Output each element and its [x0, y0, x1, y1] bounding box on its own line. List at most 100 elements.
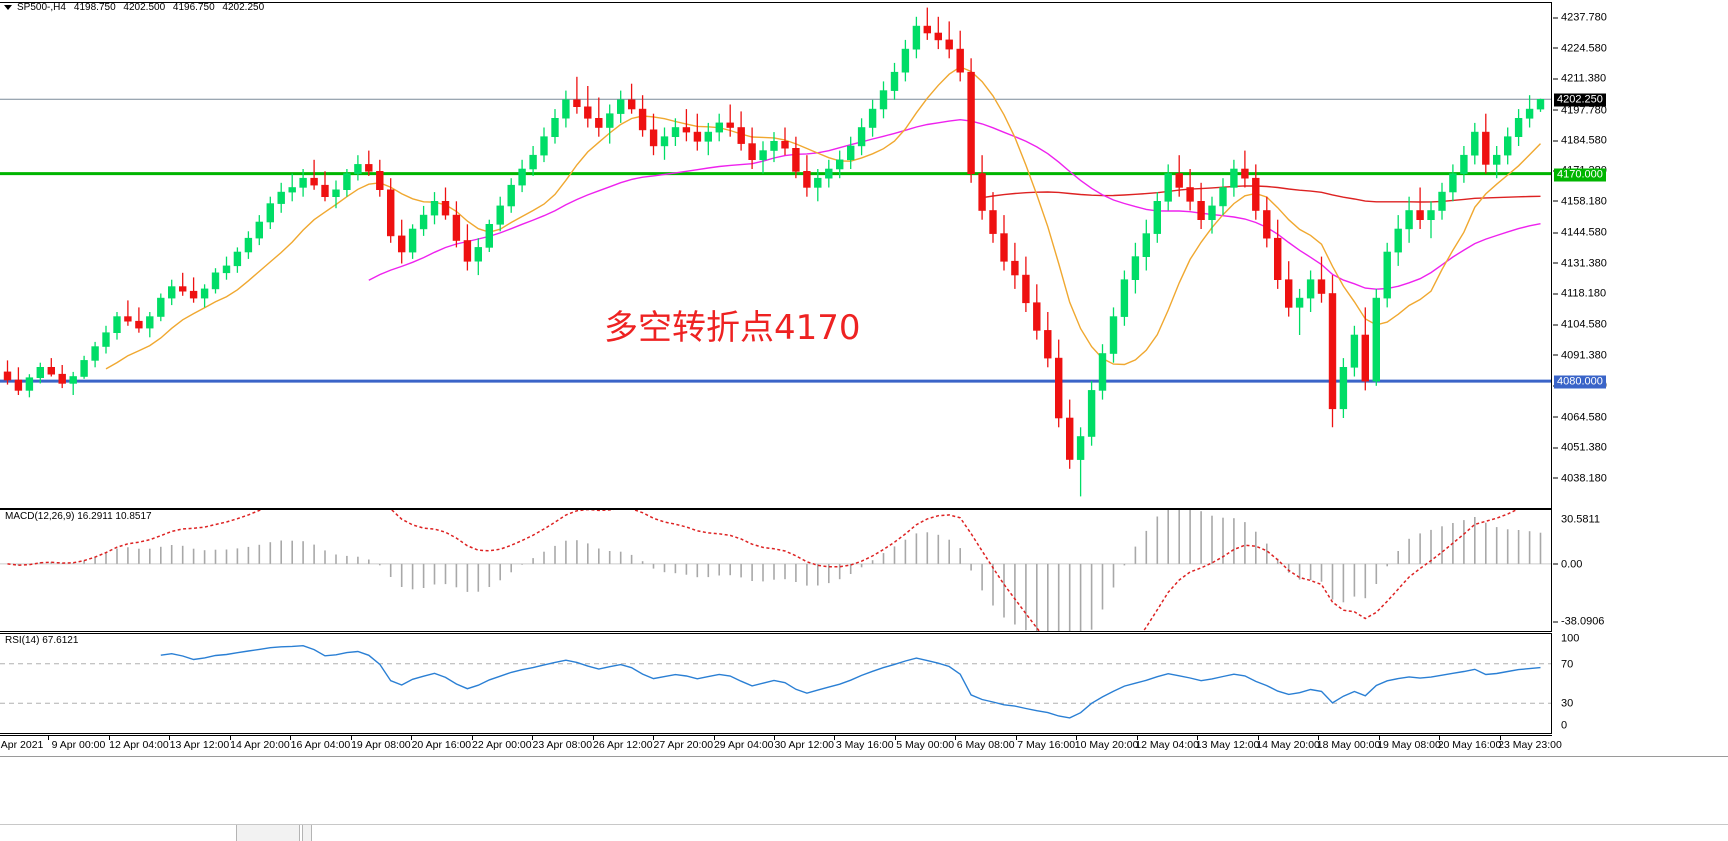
time-tick-mark: [108, 735, 110, 740]
rsi-tick: 70: [1561, 658, 1574, 671]
price-plot: [0, 7, 1551, 497]
time-tick-label: 5 May 00:00: [896, 739, 955, 751]
time-tick-mark: [1257, 735, 1259, 740]
close-value: 4202.250: [222, 1, 265, 13]
low-value: 4196.750: [172, 1, 215, 13]
time-tick-label: 30 Apr 12:00: [774, 739, 835, 751]
price-tick: 4144.580: [1553, 227, 1607, 239]
time-tick-mark: [229, 735, 231, 740]
time-tick-mark: [774, 735, 775, 740]
time-tick-label: 6 May 08:00: [956, 739, 1015, 751]
symbol-label: SP500-,H4: [17, 1, 66, 13]
time-tick-mark: [471, 735, 473, 740]
time-tick-mark: [1136, 735, 1138, 740]
price-tick: 4064.580: [1553, 412, 1607, 423]
macd-panel[interactable]: MACD(12,26,9) 16.2911 10.8517: [0, 509, 1552, 632]
time-tick-mark: [653, 735, 655, 740]
open-value: 4198.750: [73, 1, 116, 13]
high-value: 4202.500: [123, 1, 166, 13]
macd-scale[interactable]: 30.5811 0.00 -38.0906: [1553, 509, 1728, 632]
rsi-panel[interactable]: RSI(14) 67.6121: [0, 633, 1552, 734]
time-tick-label: 12 Apr 04:00: [109, 739, 169, 751]
rsi-scale[interactable]: 100 70 30 0: [1553, 633, 1728, 734]
time-tick-label: 13 May 12:00: [1195, 739, 1260, 751]
price-scale[interactable]: 4237.780 4224.580 4211.380 4197.780 4184.580…: [1553, 2, 1728, 509]
macd-tick: 30.5811: [1561, 513, 1600, 526]
price-tick: 4197.780: [1553, 105, 1607, 116]
chart-header: SP500-,H4 4198.750 4202.500 4196.750 420…: [0, 0, 1728, 14]
time-tick-mark: [894, 735, 896, 740]
price-tick: 4224.580: [1553, 43, 1607, 54]
price-tick: 4211.380: [1553, 73, 1606, 85]
time-tick-label: 14 May 20:00: [1256, 739, 1320, 751]
rsi-tick: 30: [1561, 697, 1574, 710]
time-tick-label: 7 May 16:00: [1017, 739, 1076, 751]
time-tick-mark: [592, 735, 594, 740]
time-tick-mark: [834, 735, 836, 740]
rsi-tick: 0: [1561, 719, 1568, 732]
time-tick-mark: [48, 735, 50, 740]
macd-tick: -38.0906: [1553, 616, 1604, 628]
time-tick-label: 19 Apr 08:00: [351, 739, 411, 751]
price-tick: 4051.380: [1553, 442, 1607, 454]
time-tick-mark: [1318, 735, 1320, 740]
time-tick-mark: [532, 735, 534, 740]
time-tick-label: 13 Apr 12:00: [169, 739, 230, 751]
time-tick-mark: [955, 735, 957, 740]
time-tick-label: 23 Apr 08:00: [532, 739, 593, 751]
time-tick-mark: [1439, 735, 1441, 740]
time-axis-line: [0, 735, 1552, 736]
time-tick-mark: [169, 735, 171, 740]
triangle-down-icon[interactable]: [4, 4, 12, 10]
resistance-level-badge: 4170.000: [1554, 168, 1606, 182]
macd-tick: 0.00: [1553, 559, 1582, 570]
price-tick: 4158.180: [1553, 196, 1607, 207]
time-tick-label: 19 May 08:00: [1377, 739, 1441, 751]
time-tick-mark: [713, 735, 715, 740]
time-tick-mark: [1378, 735, 1380, 740]
time-tick-label: 7 Apr 2021: [0, 739, 44, 751]
rsi-indicator-label: RSI(14) 67.6121: [3, 635, 81, 646]
time-tick-label: 22 Apr 00:00: [472, 739, 532, 751]
time-tick-label: 20 Apr 16:00: [411, 739, 472, 751]
macd-indicator-label: MACD(12,26,9) 16.2911 10.8517: [3, 511, 154, 522]
price-tick: 4131.380: [1553, 258, 1607, 269]
time-tick-label: 27 Apr 20:00: [653, 739, 714, 751]
time-tick-mark: [1197, 735, 1199, 740]
time-tick-label: 23 May 23:00: [1498, 739, 1562, 751]
price-panel[interactable]: [0, 2, 1552, 509]
price-tick: 4118.180: [1553, 288, 1606, 300]
time-tick-label: 26 Apr 12:00: [593, 739, 653, 751]
chart-annotation-text: 多空转折点4170: [604, 308, 861, 348]
price-tick: 4104.580: [1553, 319, 1607, 331]
macd-plot: [0, 510, 1551, 631]
last-price-badge: 4202.250: [1554, 93, 1606, 107]
time-tick-label: 10 May 20:00: [1074, 739, 1139, 751]
status-segment-1: [236, 825, 300, 841]
support-level-badge: 4080.000: [1554, 375, 1606, 389]
status-segment-2: [302, 825, 312, 841]
time-tick-mark: [411, 735, 413, 740]
time-tick-label: 14 Apr 20:00: [230, 739, 290, 751]
time-tick-mark: [1015, 735, 1017, 740]
time-tick-label: 12 May 04:00: [1135, 739, 1199, 751]
time-tick-label: 3 May 16:00: [835, 739, 894, 751]
time-tick-label: 29 Apr 04:00: [713, 739, 774, 751]
time-tick-label: 18 May 00:00: [1316, 739, 1381, 751]
time-tick-label: 16 Apr 04:00: [290, 739, 351, 751]
time-tick-mark: [1076, 735, 1078, 740]
time-tick-mark: [1499, 735, 1501, 740]
rsi-tick: 100: [1561, 633, 1580, 645]
bottom-status-strip: [0, 824, 1728, 841]
rsi-plot: [0, 644, 1551, 719]
ohlc-values: 4198.750 4202.500 4196.750 4202.250: [74, 2, 269, 13]
time-tick-label: 9 Apr 00:00: [51, 739, 106, 751]
time-axis-line-2: [0, 756, 1728, 757]
price-tick: 4237.780: [1553, 12, 1607, 24]
time-tick-mark: [350, 735, 352, 740]
price-tick: 4038.180: [1553, 473, 1607, 484]
time-tick-label: 20 May 16:00: [1437, 739, 1502, 751]
price-tick: 4091.380: [1553, 350, 1607, 361]
